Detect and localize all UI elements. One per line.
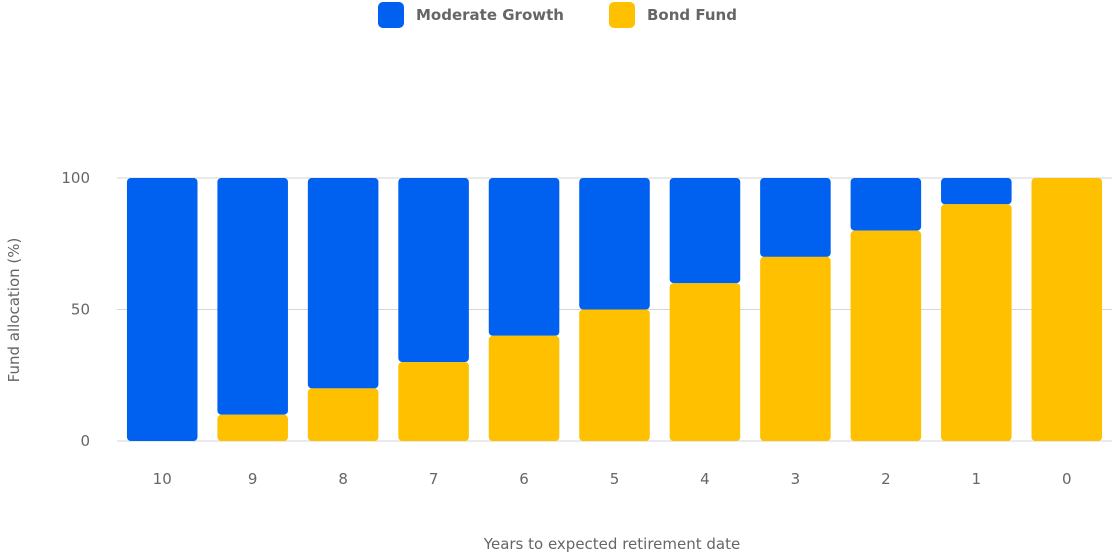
x-tick-label-7: 7: [429, 470, 439, 488]
bar-bond-fund-8[interactable]: [307, 388, 379, 441]
bar-moderate-growth-6[interactable]: [488, 178, 560, 336]
bar-bond-fund-2[interactable]: [850, 230, 922, 441]
bar-bond-fund-9[interactable]: [217, 414, 288, 441]
bar-moderate-growth-1[interactable]: [941, 178, 1012, 205]
x-tick-label-5: 5: [610, 470, 620, 488]
bar-bond-fund-1[interactable]: [941, 204, 1012, 441]
y-tick-label-0: 0: [80, 432, 90, 450]
bar-moderate-growth-7[interactable]: [398, 178, 469, 363]
legend-swatch-bond-fund: [609, 2, 635, 28]
bar-bond-fund-4[interactable]: [669, 283, 741, 441]
y-tick-label-100: 100: [61, 169, 90, 187]
x-axis-title: Years to expected retirement date: [483, 535, 740, 553]
bar-moderate-growth-4[interactable]: [669, 178, 741, 284]
y-tick-label-50: 50: [71, 301, 90, 319]
bar-moderate-growth-3[interactable]: [760, 178, 831, 257]
x-tick-label-8: 8: [338, 470, 348, 488]
x-tick-label-10: 10: [153, 470, 172, 488]
bar-bond-fund-0[interactable]: [1031, 178, 1103, 441]
bar-moderate-growth-10[interactable]: [126, 178, 198, 441]
x-tick-label-2: 2: [881, 470, 891, 488]
legend-label-moderate-growth: Moderate Growth: [416, 6, 564, 24]
bar-bond-fund-5[interactable]: [579, 309, 650, 442]
x-tick-labels: 10 9 8 7 6 5 4 3 2 1 0: [153, 470, 1072, 488]
y-axis-title: Fund allocation (%): [5, 238, 23, 383]
bars: [126, 178, 1103, 442]
bar-moderate-growth-5[interactable]: [579, 178, 650, 310]
bar-moderate-growth-8[interactable]: [307, 178, 379, 389]
bar-moderate-growth-9[interactable]: [217, 178, 288, 415]
x-tick-label-6: 6: [519, 470, 529, 488]
legend-item-bond-fund[interactable]: Bond Fund: [609, 2, 737, 28]
x-tick-label-1: 1: [972, 470, 982, 488]
bar-moderate-growth-2[interactable]: [850, 178, 922, 231]
x-tick-label-0: 0: [1062, 470, 1072, 488]
legend-item-moderate-growth[interactable]: Moderate Growth: [378, 2, 564, 28]
y-tick-labels: 0 50 100: [61, 169, 90, 450]
legend: Moderate Growth Bond Fund: [0, 2, 1112, 28]
legend-label-bond-fund: Bond Fund: [647, 6, 737, 24]
x-tick-label-4: 4: [700, 470, 710, 488]
bar-bond-fund-6[interactable]: [488, 335, 560, 441]
legend-swatch-moderate-growth: [378, 2, 404, 28]
x-tick-label-3: 3: [791, 470, 801, 488]
bar-bond-fund-7[interactable]: [398, 362, 469, 441]
x-tick-label-9: 9: [248, 470, 258, 488]
bar-bond-fund-3[interactable]: [760, 256, 831, 441]
